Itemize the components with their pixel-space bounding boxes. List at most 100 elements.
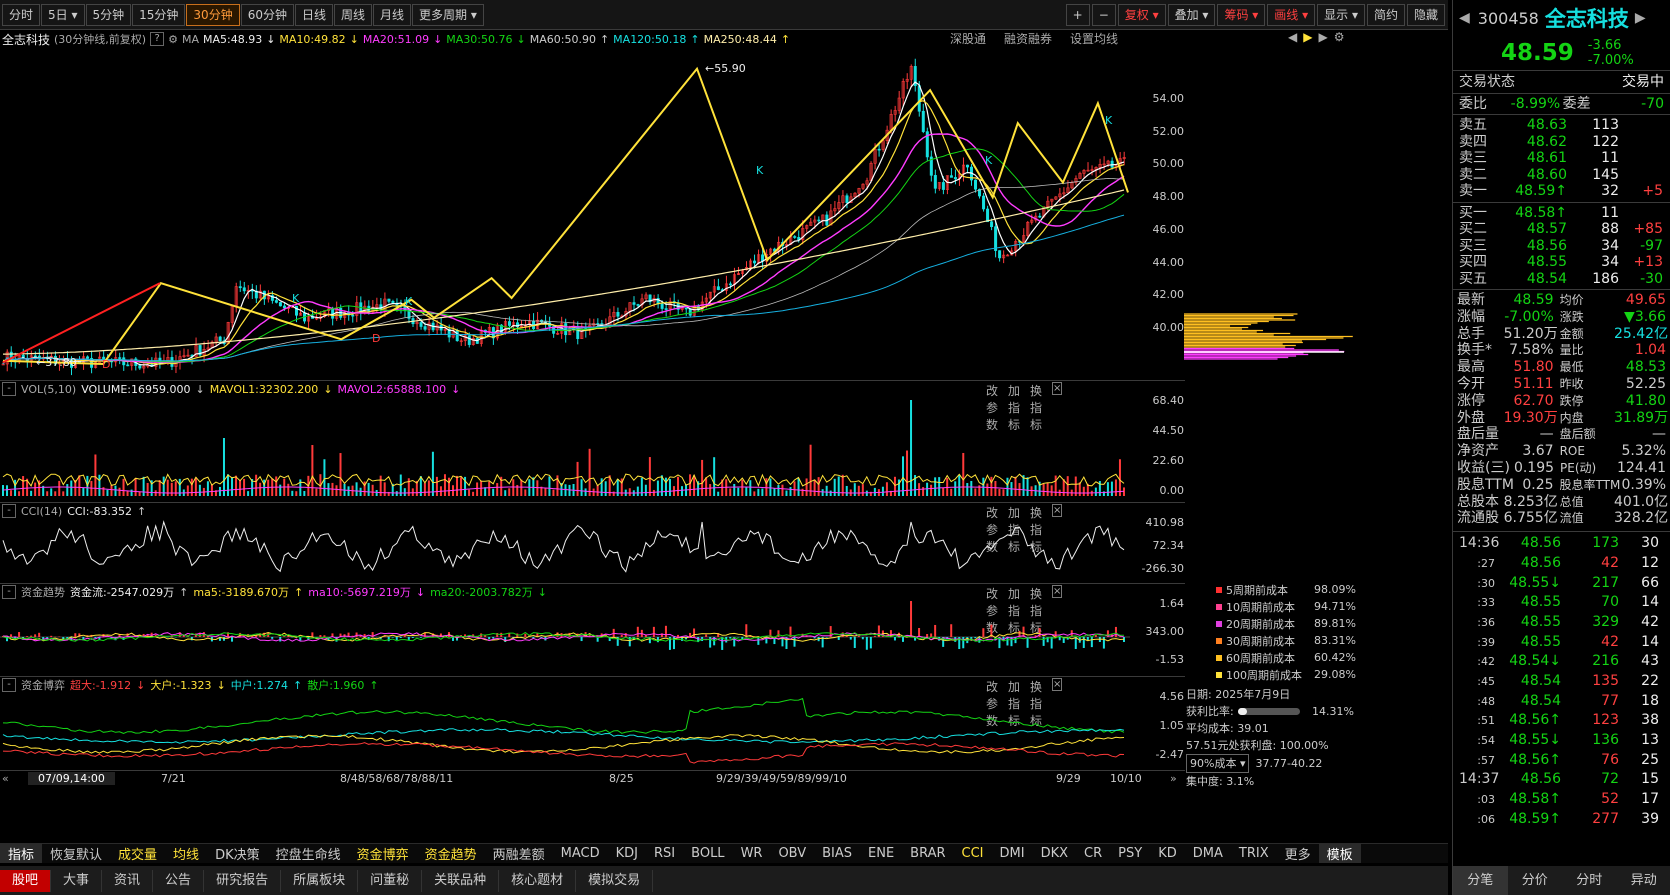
switch-indicator-button[interactable]: 换指标	[1030, 384, 1043, 432]
bottom-tab[interactable]: 模拟交易	[576, 869, 654, 892]
play-icon[interactable]: ▶	[1303, 30, 1313, 44]
scroll-left-icon[interactable]: «	[2, 772, 9, 785]
scroll-right-icon[interactable]: »	[1170, 772, 1177, 785]
period-8[interactable]: 月线	[373, 3, 412, 26]
toolbar-button-7[interactable]: 简约	[1366, 4, 1405, 26]
pane-collapse-icon[interactable]: -	[2, 585, 16, 599]
indicator-tab[interactable]: 恢复默认	[50, 848, 103, 863]
prev-icon[interactable]: ◀	[1288, 30, 1298, 44]
prev-stock-icon[interactable]: ◀	[1459, 10, 1470, 26]
pane-collapse-icon[interactable]: -	[2, 504, 16, 518]
indicator-tab[interactable]: 模板	[1318, 844, 1361, 863]
indicator-tab[interactable]: KDJ	[615, 846, 639, 861]
add-indicator-button[interactable]: 加指标	[1008, 384, 1021, 432]
edit-params-button[interactable]: 改参数	[986, 680, 999, 728]
period-5[interactable]: 60分钟	[240, 3, 294, 26]
bottom-tab[interactable]: 资讯	[102, 869, 154, 892]
indicator-tab[interactable]: WR	[740, 846, 763, 861]
period-6[interactable]: 日线	[294, 3, 333, 26]
toolbar-button-4[interactable]: 筹码 ▾	[1217, 4, 1266, 26]
indicator-tab[interactable]: BOLL	[691, 846, 725, 861]
indicator-tab[interactable]: 均线	[173, 848, 200, 863]
indicator-tab[interactable]: DMI	[999, 846, 1025, 861]
settings-icon[interactable]: ⚙	[1333, 30, 1345, 44]
link-sgt[interactable]: 深股通	[950, 32, 987, 46]
close-icon[interactable]: ×	[1052, 585, 1063, 598]
close-icon[interactable]: ×	[1052, 678, 1063, 691]
toolbar-button-1[interactable]: −	[1091, 4, 1116, 26]
toolbar-button-2[interactable]: 复权 ▾	[1117, 4, 1166, 26]
next-stock-icon[interactable]: ▶	[1634, 10, 1646, 26]
indicator-tab[interactable]: MACD	[560, 846, 600, 861]
toolbar-button-6[interactable]: 显示 ▾	[1317, 4, 1365, 26]
kline-chart[interactable]: ←55.90 ←37.80 K K D D K K K	[0, 48, 1185, 378]
indicator-tab[interactable]: BIAS	[822, 846, 853, 861]
indicator-tab[interactable]: 资金趋势	[424, 848, 477, 863]
toolbar-button-0[interactable]: +	[1065, 4, 1090, 26]
indicator-tab[interactable]: DMA	[1192, 846, 1223, 861]
indicator-tab[interactable]: 成交量	[118, 848, 158, 863]
indicator-tab[interactable]: PSY	[1118, 846, 1143, 861]
indicator-tab[interactable]: OBV	[778, 846, 807, 861]
cost-label: 30周期前成本	[1226, 634, 1295, 648]
edit-params-button[interactable]: 改参数	[986, 384, 999, 432]
indicator-tab[interactable]: 指标	[0, 844, 43, 863]
bottom-tab[interactable]: 关联品种	[422, 869, 500, 892]
period-0[interactable]: 分时	[2, 3, 41, 26]
bottom-tab[interactable]: 研究报告	[204, 869, 282, 892]
game-retail: 散户:1.960	[307, 679, 365, 692]
indicator-tab[interactable]: DK决策	[215, 848, 260, 863]
tick-row: :36 48.55 329 42	[1477, 613, 1659, 630]
indicator-tab[interactable]: 更多	[1284, 848, 1311, 863]
indicator-tab[interactable]: RSI	[654, 846, 676, 861]
cost-select[interactable]: 90%成本 ▾	[1186, 754, 1250, 773]
switch-indicator-button[interactable]: 换指标	[1030, 587, 1043, 635]
bottom-tabs: 股吧 大事 资讯 公告 研究报告 所属板块 问董秘 关联品种 核心题材 模拟交易	[0, 866, 1448, 895]
indicator-tab[interactable]: KD	[1158, 846, 1177, 861]
period-3[interactable]: 15分钟	[132, 3, 186, 26]
switch-indicator-button[interactable]: 换指标	[1030, 506, 1043, 554]
close-icon[interactable]: ×	[1052, 382, 1063, 395]
indicator-tab[interactable]: CCI	[961, 846, 984, 861]
next-icon[interactable]: ▶	[1318, 30, 1328, 44]
quote-tab[interactable]: 分笔	[1453, 866, 1508, 895]
bottom-tab[interactable]: 大事	[51, 869, 103, 892]
order-row: 卖三 48.61 11	[1459, 150, 1619, 166]
toolbar-button-8[interactable]: 隐藏	[1406, 4, 1445, 26]
close-icon[interactable]: ×	[1052, 504, 1063, 517]
indicator-tab[interactable]: 资金博弈	[356, 848, 409, 863]
add-indicator-button[interactable]: 加指标	[1008, 680, 1021, 728]
ma250-value: MA250:48.44	[703, 32, 777, 46]
bottom-tab[interactable]: 公告	[153, 869, 205, 892]
indicator-tab[interactable]: BRAR	[910, 846, 946, 861]
gear-icon[interactable]: ⚙	[168, 32, 178, 46]
indicator-tab[interactable]: 控盘生命线	[275, 848, 341, 863]
toolbar-button-3[interactable]: 叠加 ▾	[1167, 4, 1216, 26]
indicator-tab[interactable]: DKX	[1040, 846, 1069, 861]
indicator-tab[interactable]: TRIX	[1238, 846, 1269, 861]
bottom-tab[interactable]: 所属板块	[281, 869, 359, 892]
add-indicator-button[interactable]: 加指标	[1008, 587, 1021, 635]
help-icon[interactable]: ?	[150, 32, 165, 46]
link-set-ma[interactable]: 设置均线	[1070, 32, 1119, 46]
pane-collapse-icon[interactable]: -	[2, 382, 16, 396]
bottom-tab[interactable]: 股吧	[0, 869, 52, 892]
period-1[interactable]: 5日 ▾	[41, 3, 85, 26]
tick-row: :39 48.55 42 14	[1477, 633, 1659, 650]
bottom-tab[interactable]: 核心题材	[499, 869, 577, 892]
period-4[interactable]: 30分钟	[186, 3, 240, 26]
indicator-tab[interactable]: ENE	[868, 846, 895, 861]
quote-tab[interactable]: 分价	[1521, 873, 1548, 888]
link-rzrq[interactable]: 融资融券	[1004, 32, 1053, 46]
period-7[interactable]: 周线	[334, 3, 373, 26]
period-2[interactable]: 5分钟	[85, 3, 132, 26]
quote-tab[interactable]: 异动	[1630, 873, 1657, 888]
indicator-tab[interactable]: CR	[1084, 846, 1103, 861]
indicator-tab[interactable]: 两融差额	[492, 848, 545, 863]
pane-collapse-icon[interactable]: -	[2, 678, 16, 692]
quote-tab[interactable]: 分时	[1576, 873, 1603, 888]
bottom-tab[interactable]: 问董秘	[358, 869, 423, 892]
toolbar-button-5[interactable]: 画线 ▾	[1267, 4, 1316, 26]
axis-tick: 4.56	[1159, 690, 1185, 703]
period-9[interactable]: 更多周期 ▾	[412, 3, 484, 26]
